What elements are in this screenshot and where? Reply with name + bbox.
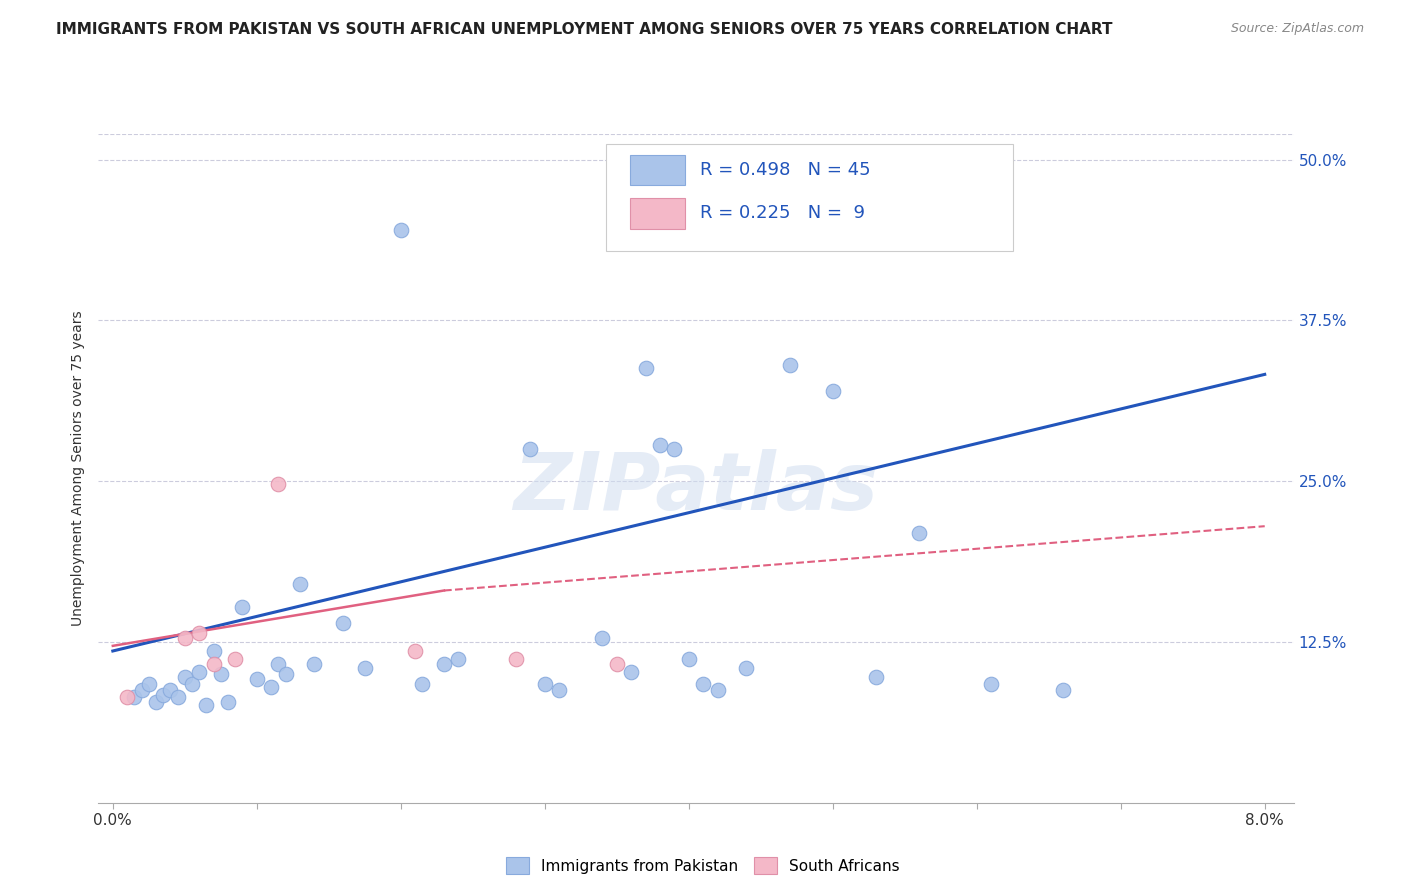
- Point: [246, 673, 269, 687]
- Text: Source: ZipAtlas.com: Source: ZipAtlas.com: [1230, 22, 1364, 36]
- Point: [735, 661, 758, 675]
- Point: [606, 657, 628, 671]
- Text: IMMIGRANTS FROM PAKISTAN VS SOUTH AFRICAN UNEMPLOYMENT AMONG SENIORS OVER 75 YEA: IMMIGRANTS FROM PAKISTAN VS SOUTH AFRICA…: [56, 22, 1112, 37]
- Point: [152, 688, 174, 702]
- FancyBboxPatch shape: [630, 154, 685, 186]
- Point: [145, 696, 167, 710]
- Point: [173, 670, 195, 684]
- Legend: Immigrants from Pakistan, South Africans: Immigrants from Pakistan, South Africans: [501, 851, 905, 880]
- Point: [288, 577, 311, 591]
- FancyBboxPatch shape: [630, 198, 685, 229]
- Point: [591, 631, 613, 645]
- Point: [433, 657, 456, 671]
- Point: [404, 644, 426, 658]
- Point: [188, 626, 211, 640]
- Point: [821, 384, 844, 398]
- Point: [620, 665, 643, 679]
- Point: [138, 677, 160, 691]
- Point: [908, 525, 931, 540]
- Point: [332, 615, 354, 630]
- Point: [195, 698, 218, 712]
- Point: [274, 667, 297, 681]
- Point: [202, 644, 225, 658]
- Point: [648, 438, 671, 452]
- Text: ZIPatlas: ZIPatlas: [513, 450, 879, 527]
- Point: [166, 690, 188, 705]
- Point: [706, 682, 728, 697]
- Point: [389, 223, 412, 237]
- Point: [267, 657, 290, 671]
- Point: [519, 442, 541, 456]
- Point: [267, 476, 290, 491]
- Text: R = 0.225   N =  9: R = 0.225 N = 9: [700, 204, 865, 222]
- Point: [202, 657, 225, 671]
- Y-axis label: Unemployment Among Seniors over 75 years: Unemployment Among Seniors over 75 years: [72, 310, 86, 626]
- Point: [447, 651, 470, 665]
- Point: [505, 651, 527, 665]
- Point: [692, 677, 714, 691]
- Point: [1052, 682, 1074, 697]
- Point: [173, 631, 195, 645]
- Text: R = 0.498   N = 45: R = 0.498 N = 45: [700, 161, 870, 179]
- Point: [224, 651, 246, 665]
- Point: [865, 670, 887, 684]
- Point: [304, 657, 326, 671]
- Point: [188, 665, 211, 679]
- Point: [678, 651, 700, 665]
- Point: [115, 690, 138, 705]
- Point: [634, 361, 657, 376]
- Point: [181, 677, 204, 691]
- Point: [260, 680, 283, 694]
- Point: [124, 690, 146, 705]
- Point: [548, 682, 571, 697]
- Point: [231, 600, 253, 615]
- Point: [980, 677, 1002, 691]
- FancyBboxPatch shape: [606, 144, 1012, 251]
- Point: [353, 661, 375, 675]
- Point: [533, 677, 555, 691]
- Point: [159, 682, 181, 697]
- Point: [217, 696, 239, 710]
- Point: [779, 359, 801, 373]
- Point: [664, 442, 686, 456]
- Point: [411, 677, 433, 691]
- Point: [131, 682, 153, 697]
- Point: [209, 667, 232, 681]
